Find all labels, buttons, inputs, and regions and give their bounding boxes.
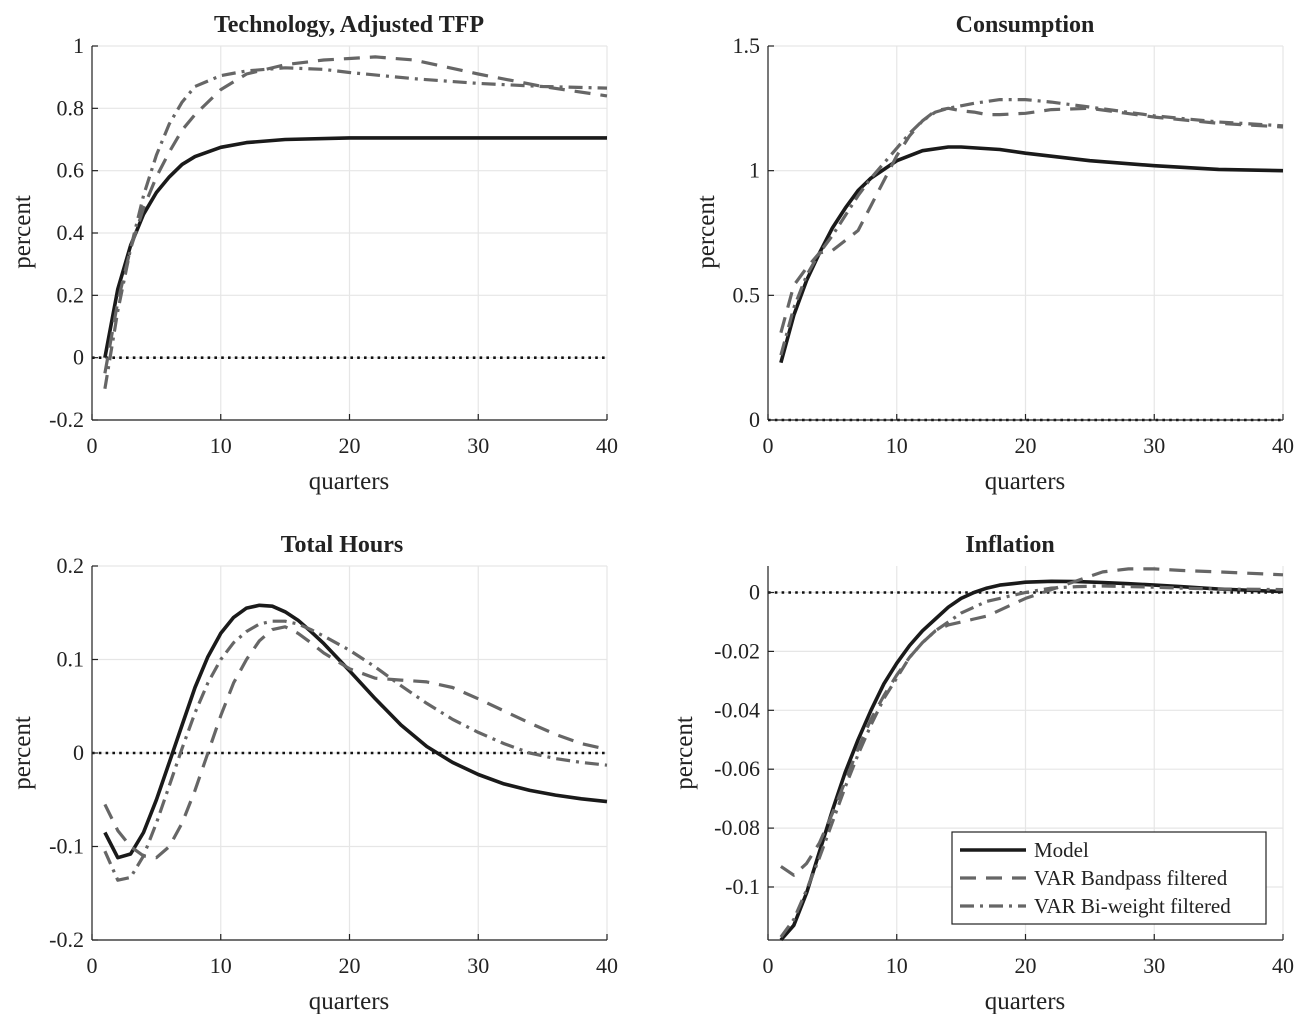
series-line-var-bandpass-filtered	[103, 55, 608, 374]
y-tick-label: -0.08	[714, 815, 760, 840]
y-tick-label: 0.8	[57, 95, 85, 120]
y-axis-label: percent	[9, 195, 36, 269]
series-line-var-bi-weight-filtered	[103, 619, 608, 882]
y-tick-label: -0.04	[714, 697, 760, 722]
x-tick-label: 0	[763, 953, 774, 978]
series-line-var-bandpass-filtered	[779, 106, 1284, 334]
x-tick-label: 0	[87, 433, 98, 458]
legend-label-model: Model	[1034, 838, 1089, 862]
grid	[767, 45, 1284, 421]
panel-title: Technology, Adjusted TFP	[214, 12, 484, 38]
y-tick-label: 0.4	[57, 220, 85, 245]
y-tick-label: 0.2	[57, 282, 85, 307]
panel-title: Inflation	[965, 532, 1054, 558]
y-axis-label: percent	[693, 195, 720, 269]
x-tick-label: 10	[210, 433, 232, 458]
y-tick-label: -0.2	[49, 927, 84, 952]
y-tick-label: 0.5	[733, 282, 761, 307]
y-tick-label: 0.1	[57, 647, 85, 672]
series-line-var-bi-weight-filtered	[779, 98, 1284, 356]
series-line-model	[779, 145, 1284, 364]
y-tick-label: 1	[73, 33, 84, 58]
x-tick-label: 30	[1143, 953, 1165, 978]
x-tick-label: 30	[1143, 433, 1165, 458]
y-tick-label: -0.2	[49, 407, 84, 432]
panel-total-hours: Total Hours quarters percent 0 10 20 30 40 -0…	[9, 532, 618, 1014]
series-line-model	[103, 603, 608, 860]
y-tick-label: -0.1	[725, 874, 760, 899]
grid	[91, 45, 608, 421]
series-line-var-bandpass-filtered	[779, 567, 1284, 877]
x-tick-label: 40	[1272, 953, 1294, 978]
x-axis-label: quarters	[309, 468, 390, 495]
x-tick-label: 40	[596, 953, 618, 978]
x-axis-label: quarters	[309, 988, 390, 1014]
x-tick-label: 30	[467, 433, 489, 458]
series-line-var-bi-weight-filtered	[103, 66, 608, 390]
y-axis-label: percent	[671, 716, 698, 790]
x-tick-label: 30	[467, 953, 489, 978]
series-line-var-bi-weight-filtered	[779, 584, 1284, 939]
y-tick-label: -0.1	[49, 834, 84, 859]
y-tick-label: 1	[749, 158, 760, 183]
x-tick-label: 40	[596, 433, 618, 458]
y-tick-label: 0	[749, 407, 760, 432]
y-tick-label: -0.06	[714, 756, 760, 781]
x-tick-label: 0	[87, 953, 98, 978]
series-line-var-bandpass-filtered	[103, 625, 608, 860]
legend: Model VAR Bandpass filtered VAR Bi-weigh…	[951, 831, 1267, 925]
x-tick-label: 20	[339, 433, 361, 458]
y-tick-label: 0	[73, 345, 84, 370]
x-tick-label: 20	[1015, 433, 1037, 458]
x-tick-label: 10	[886, 433, 908, 458]
y-tick-label: 0.2	[57, 553, 85, 578]
series-line-model	[779, 579, 1284, 942]
x-tick-label: 40	[1272, 433, 1294, 458]
x-tick-label: 10	[886, 953, 908, 978]
panel-inflation: Inflation quarters percent 0 10 20 30 40 -0.1…	[671, 532, 1294, 1014]
y-tick-label: 0.6	[57, 158, 85, 183]
y-tick-label: 0	[749, 580, 760, 605]
y-axis-label: percent	[9, 716, 36, 790]
x-tick-label: 0	[763, 433, 774, 458]
x-axis-label: quarters	[985, 988, 1066, 1014]
panel-title: Total Hours	[281, 532, 403, 558]
panel-title: Consumption	[956, 12, 1095, 38]
y-tick-label: 1.5	[733, 33, 761, 58]
x-tick-label: 20	[1015, 953, 1037, 978]
legend-label-var-biweight: VAR Bi-weight filtered	[1034, 894, 1231, 918]
x-tick-label: 10	[210, 953, 232, 978]
legend-label-var-bandpass: VAR Bandpass filtered	[1034, 866, 1228, 890]
series-line-model	[103, 136, 607, 359]
panel-technology-tfp: Technology, Adjusted TFP quarters percen…	[9, 12, 618, 495]
y-tick-label: 0	[73, 740, 84, 765]
panel-consumption: Consumption quarters percent 0 10 20 30 40 0 0…	[693, 12, 1294, 495]
y-tick-label: -0.02	[714, 638, 760, 663]
x-tick-label: 20	[339, 953, 361, 978]
x-axis-label: quarters	[985, 468, 1066, 495]
legend-box	[951, 831, 1267, 925]
